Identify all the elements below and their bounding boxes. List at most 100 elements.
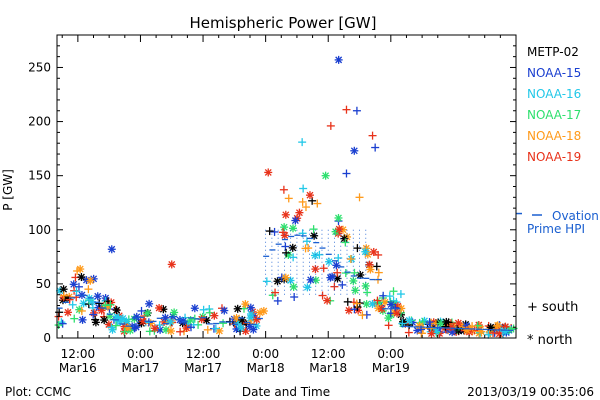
north-point	[182, 324, 191, 333]
north-point	[91, 318, 100, 327]
south-point	[313, 199, 322, 208]
south-point	[299, 184, 308, 193]
x-tick-date: Mar18	[247, 361, 285, 375]
south-point	[374, 250, 383, 259]
south-point	[205, 308, 214, 317]
south-point	[384, 321, 393, 330]
south-point	[290, 293, 299, 302]
south-point	[271, 288, 280, 297]
south-point	[341, 269, 350, 278]
south-point	[211, 324, 220, 333]
south-point	[89, 310, 98, 319]
x-axis-label: Date and Time	[242, 385, 330, 399]
north-point	[76, 265, 85, 274]
south-point	[346, 255, 355, 264]
north-point	[344, 306, 353, 315]
south-point	[95, 299, 104, 308]
x-tick-time: 0:00	[377, 347, 404, 361]
north-point	[369, 247, 378, 256]
south-point	[338, 280, 347, 289]
south-point	[371, 143, 380, 152]
south-point	[120, 327, 129, 336]
north-point	[249, 325, 258, 334]
north-point	[321, 171, 330, 180]
chart-title: Hemispheric Power [GW]	[190, 14, 377, 32]
north-point	[114, 314, 123, 323]
south-point	[111, 321, 120, 330]
south-point	[333, 268, 342, 277]
north-point	[442, 317, 451, 326]
north-point	[139, 317, 148, 326]
legend-entry: METP-02	[527, 45, 579, 59]
south-point	[358, 311, 367, 320]
x-tick-time: 0:00	[127, 347, 154, 361]
north-point	[150, 324, 159, 333]
legend-entry: NOAA-17	[527, 108, 581, 122]
x-axis: 12:00Mar160:00Mar1712:00Mar170:00Mar1812…	[59, 35, 501, 375]
marker-legend: + south * north	[527, 300, 578, 348]
north-point	[281, 210, 290, 219]
north-point	[162, 325, 171, 334]
north-point	[78, 315, 87, 324]
south-point	[279, 185, 288, 194]
south-point	[385, 292, 394, 301]
south-point	[284, 194, 293, 203]
y-tick-label: 200	[28, 115, 51, 129]
south-point	[309, 225, 318, 234]
north-point	[77, 273, 86, 282]
north-point	[288, 243, 297, 252]
data-points	[54, 55, 518, 339]
south-point	[186, 323, 195, 332]
legend-entry: NOAA-16	[527, 87, 581, 101]
north-point	[305, 191, 314, 200]
north-point	[112, 306, 121, 315]
plot-timestamp: 2013/03/19 00:35:06	[467, 385, 594, 399]
north-point	[289, 282, 298, 291]
north-point	[170, 308, 179, 317]
north-point	[350, 146, 359, 155]
south-point	[315, 250, 324, 259]
south-point	[68, 300, 77, 309]
south-point	[176, 327, 185, 336]
south-point	[342, 105, 351, 114]
plot-frame	[56, 34, 517, 339]
y-tick-label: 150	[28, 169, 51, 183]
north-point	[454, 319, 463, 328]
x-tick-time: 12:00	[186, 347, 221, 361]
north-point	[79, 299, 88, 308]
legend: METP-02 NOAA-15 NOAA-16 NOAA-17 NOAA-18 NOAA-…	[527, 45, 581, 164]
north-point	[332, 261, 341, 270]
y-axis: 0 50 100 150 200 250	[28, 45, 516, 345]
north-point	[462, 326, 471, 335]
y-tick-label: 100	[28, 223, 51, 237]
y-tick-label: 250	[28, 60, 51, 74]
north-point	[246, 310, 255, 319]
south-point	[302, 237, 311, 246]
x-tick-date: Mar18	[309, 361, 347, 375]
north-point	[93, 292, 102, 301]
north-point	[155, 303, 164, 312]
north-point	[273, 277, 282, 286]
marker-legend-entry: * north	[527, 333, 573, 348]
south-point	[84, 285, 93, 294]
south-point	[373, 296, 382, 305]
south-point	[342, 169, 351, 178]
north-point	[501, 327, 510, 336]
south-point	[352, 106, 361, 115]
south-point	[396, 290, 405, 299]
x-tick-time: 0:00	[252, 347, 279, 361]
north-point	[335, 225, 344, 234]
north-point	[368, 300, 377, 309]
north-point	[311, 276, 320, 285]
north-point	[325, 257, 334, 266]
south-point	[203, 325, 212, 334]
north-point	[132, 323, 141, 332]
y-axis-label: P [GW]	[1, 169, 15, 211]
north-point	[323, 296, 332, 305]
south-point	[70, 314, 79, 323]
north-point	[166, 317, 175, 326]
north-point	[436, 319, 445, 328]
south-point	[368, 131, 377, 140]
south-point	[391, 303, 400, 312]
